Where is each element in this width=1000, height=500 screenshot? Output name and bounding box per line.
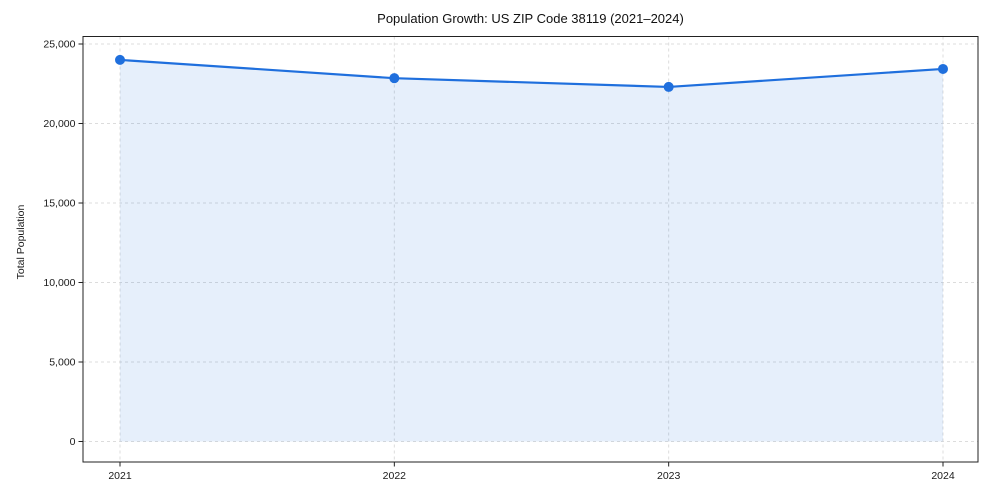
y-tick-label: 0 (70, 436, 76, 448)
chart-title: Population Growth: US ZIP Code 38119 (20… (377, 11, 684, 26)
x-tick-label: 2024 (931, 470, 955, 482)
data-point-marker-2024 (938, 63, 948, 74)
data-point-marker-2021 (115, 54, 125, 65)
y-tick-label: 20,000 (43, 118, 75, 130)
x-tick-label: 2023 (657, 470, 681, 482)
axis-frame (82, 36, 979, 463)
area-fill (120, 59, 943, 442)
y-tick-label: 15,000 (43, 198, 75, 210)
data-point-marker-2022 (389, 73, 400, 84)
y-tick-label: 10,000 (43, 277, 75, 289)
data-point-marker-2023 (663, 81, 674, 92)
y-tick-label: 5,000 (49, 357, 75, 369)
x-tick-label: 2021 (108, 470, 132, 482)
y-tick-label: 25,000 (43, 39, 75, 51)
x-tick-label: 2022 (383, 470, 407, 482)
series-line (118, 58, 945, 89)
